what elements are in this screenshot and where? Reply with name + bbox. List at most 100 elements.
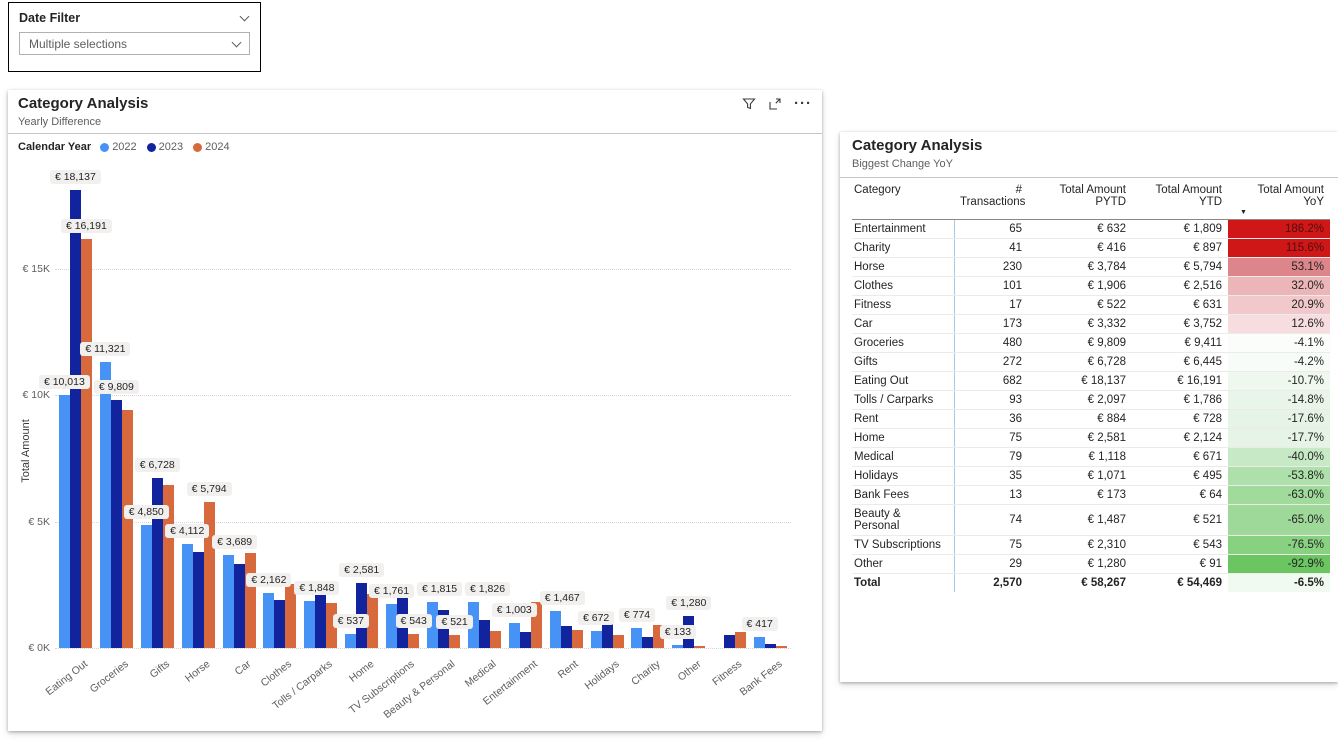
bar[interactable]: [181, 544, 193, 648]
table-row[interactable]: Medical 79 € 1,118 € 671 -40.0%: [852, 447, 1330, 467]
bar[interactable]: [222, 555, 234, 648]
bar[interactable]: [345, 634, 357, 648]
bar[interactable]: [653, 625, 665, 648]
cell-ytd: € 2,516: [1132, 276, 1228, 296]
bar[interactable]: [735, 632, 747, 648]
bar[interactable]: [519, 632, 531, 648]
bar[interactable]: [58, 395, 70, 648]
column-header-total-amount-yoy[interactable]: Total Amount YoY ▼: [1228, 182, 1330, 220]
column-header-category[interactable]: Category: [852, 182, 954, 220]
bar[interactable]: [80, 239, 92, 648]
cell-pytd: € 58,267: [1028, 573, 1132, 592]
chart-subtitle: Yearly Difference: [18, 116, 102, 128]
bar[interactable]: [631, 628, 643, 648]
cell-yoy: -14.8%: [1228, 390, 1330, 410]
cell-transactions: 74: [954, 504, 1028, 536]
bar[interactable]: [724, 635, 736, 648]
table-row[interactable]: Charity 41 € 416 € 897 115.6%: [852, 238, 1330, 258]
bar[interactable]: [508, 623, 520, 648]
table-row[interactable]: Horse 230 € 3,784 € 5,794 53.1%: [852, 257, 1330, 277]
table-row[interactable]: Home 75 € 2,581 € 2,124 -17.7%: [852, 428, 1330, 448]
table-row[interactable]: Beauty & Personal 74 € 1,487 € 521 -65.0%: [852, 504, 1330, 536]
bar[interactable]: [110, 400, 122, 648]
table-row[interactable]: Eating Out 682 € 18,137 € 16,191 -10.7%: [852, 371, 1330, 391]
table-row[interactable]: Holidays 35 € 1,071 € 495 -53.8%: [852, 466, 1330, 486]
legend-item-2022[interactable]: 2022: [100, 141, 137, 153]
bar[interactable]: [274, 600, 286, 648]
table-row[interactable]: Clothes 101 € 1,906 € 2,516 32.0%: [852, 276, 1330, 296]
bar[interactable]: [437, 610, 449, 648]
bar[interactable]: [672, 645, 684, 648]
legend-item-2023[interactable]: 2023: [146, 141, 183, 153]
bar[interactable]: [571, 630, 583, 648]
bar[interactable]: [121, 410, 133, 648]
date-filter-dropdown[interactable]: Multiple selections: [19, 32, 250, 55]
legend-item-2024[interactable]: 2024: [193, 141, 230, 153]
bar[interactable]: [489, 631, 501, 648]
column-header--transactions[interactable]: # Transactions: [954, 182, 1028, 220]
bar[interactable]: [642, 637, 654, 648]
column-header-total-amount-ytd[interactable]: Total Amount YTD: [1132, 182, 1228, 220]
bar[interactable]: [448, 635, 460, 648]
bar[interactable]: [99, 362, 111, 648]
table-row[interactable]: Rent 36 € 884 € 728 -17.6%: [852, 409, 1330, 429]
cell-category: Fitness: [852, 295, 955, 315]
chevron-down-icon[interactable]: [239, 11, 250, 22]
bar[interactable]: [560, 626, 572, 648]
bar[interactable]: [203, 502, 215, 648]
bar[interactable]: [467, 602, 479, 648]
focus-mode-icon[interactable]: [768, 97, 782, 111]
bar[interactable]: [601, 621, 613, 648]
table-row[interactable]: Fitness 17 € 522 € 631 20.9%: [852, 295, 1330, 315]
cell-pytd: € 2,310: [1028, 535, 1132, 555]
chevron-down-icon[interactable]: [231, 37, 242, 47]
bar[interactable]: [408, 634, 420, 648]
bar[interactable]: [140, 525, 152, 648]
column-header-total-amount-pytd[interactable]: Total Amount PYTD: [1028, 182, 1132, 220]
bar[interactable]: [244, 553, 256, 648]
x-axis-label: Home: [346, 658, 377, 685]
cell-yoy: -10.7%: [1228, 371, 1330, 391]
filter-icon[interactable]: [742, 97, 756, 111]
bar[interactable]: [326, 603, 338, 648]
bar[interactable]: [285, 584, 297, 648]
bar[interactable]: [776, 646, 788, 648]
more-options-icon[interactable]: ···: [794, 95, 812, 112]
cell-pytd: € 3,784: [1028, 257, 1132, 277]
bar[interactable]: [765, 644, 777, 648]
cell-yoy: 186.2%: [1228, 219, 1330, 239]
table-row[interactable]: Car 173 € 3,332 € 3,752 12.6%: [852, 314, 1330, 334]
bar[interactable]: [233, 564, 245, 648]
bar[interactable]: [386, 604, 398, 648]
bar[interactable]: [478, 620, 490, 648]
bar[interactable]: [263, 593, 275, 648]
bar[interactable]: [315, 595, 327, 648]
cell-category: Rent: [852, 409, 955, 429]
table-row[interactable]: Entertainment 65 € 632 € 1,809 186.2%: [852, 219, 1330, 239]
bar[interactable]: [367, 594, 379, 648]
bar[interactable]: [612, 635, 624, 648]
bar[interactable]: [426, 602, 438, 648]
cell-pytd: € 173: [1028, 485, 1132, 505]
bar[interactable]: [754, 637, 766, 648]
bar[interactable]: [69, 190, 81, 648]
bar[interactable]: [530, 602, 542, 648]
table-row[interactable]: TV Subscriptions 75 € 2,310 € 543 -76.5%: [852, 535, 1330, 555]
bar[interactable]: [162, 485, 174, 648]
cell-pytd: € 632: [1028, 219, 1132, 239]
table-row[interactable]: Groceries 480 € 9,809 € 9,411 -4.1%: [852, 333, 1330, 353]
bar[interactable]: [304, 601, 316, 648]
table-row[interactable]: Bank Fees 13 € 173 € 64 -63.0%: [852, 485, 1330, 505]
table-row[interactable]: Gifts 272 € 6,728 € 6,445 -4.2%: [852, 352, 1330, 372]
x-axis-label: Other: [675, 658, 704, 684]
cell-pytd: € 1,487: [1028, 504, 1132, 536]
table-row[interactable]: Other 29 € 1,280 € 91 -92.9%: [852, 554, 1330, 574]
table-total-row[interactable]: Total 2,570 € 58,267 € 54,469 -6.5%: [852, 573, 1330, 592]
bar-data-label: € 417: [741, 617, 778, 631]
bar[interactable]: [192, 552, 204, 648]
table-row[interactable]: Tolls / Carparks 93 € 2,097 € 1,786 -14.8%: [852, 390, 1330, 410]
bar[interactable]: [151, 478, 163, 648]
bar[interactable]: [549, 611, 561, 648]
bar[interactable]: [590, 631, 602, 648]
bar[interactable]: [694, 646, 706, 648]
